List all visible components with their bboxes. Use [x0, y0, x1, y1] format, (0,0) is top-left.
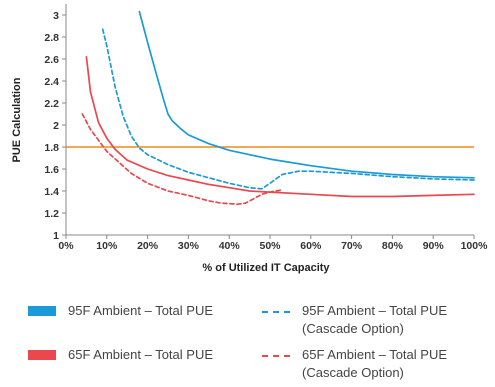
x-tick-label: 100%	[461, 240, 489, 252]
legend-swatch-95f-solid	[28, 306, 56, 316]
x-tick-label: 90%	[423, 240, 445, 252]
y-tick-label: 2	[53, 120, 59, 132]
y-tick-label: 2.8	[44, 32, 59, 44]
series-65f-cascade-line	[81, 113, 284, 206]
x-tick-label: 30%	[178, 240, 200, 252]
y-tick-label: 1.6	[44, 164, 59, 176]
legend-label-95f-total: 95F Ambient – Total PUE	[68, 303, 214, 318]
legend-label-65f-total: 65F Ambient – Total PUE	[68, 347, 214, 362]
legend-swatch-65f-dashed	[262, 355, 290, 357]
y-tick-label: 1.4	[44, 186, 59, 198]
legend-item-95f-cascade: 95F Ambient – Total PUE (Cascade Option)	[262, 302, 447, 338]
x-axis-title: % of Utilized IT Capacity	[202, 262, 330, 274]
x-tick-label: 50%	[259, 240, 281, 252]
legend-item-95f-total: 95F Ambient – Total PUE	[28, 302, 213, 320]
x-tick-label: 10%	[96, 240, 118, 252]
x-tick-label: 60%	[300, 240, 322, 252]
y-tick-label: 1	[53, 230, 59, 242]
legend-label-65f-cascade: 65F Ambient – Total PUE (Cascade Option)	[302, 347, 448, 380]
x-tick-label: 40%	[219, 240, 241, 252]
series-65f-total-line	[85, 55, 475, 198]
x-tick-label: 0%	[58, 240, 74, 252]
x-tick-label: 70%	[341, 240, 363, 252]
y-tick-label: 2.6	[44, 54, 59, 66]
y-tick-label: 2.2	[44, 98, 59, 110]
legend-label-95f-cascade: 95F Ambient – Total PUE (Cascade Option)	[302, 303, 448, 336]
chart-legend: 95F Ambient – Total PUE 95F Ambient – To…	[0, 296, 495, 387]
y-tick-label: 1.8	[44, 142, 59, 154]
legend-swatch-95f-dashed	[262, 311, 290, 313]
series-95f-total-line	[138, 10, 475, 179]
legend-item-65f-cascade: 65F Ambient – Total PUE (Cascade Option)	[262, 346, 447, 382]
legend-item-65f-total: 65F Ambient – Total PUE	[28, 346, 213, 364]
y-tick-label: 3	[53, 10, 59, 22]
x-tick-label: 20%	[137, 240, 159, 252]
pue-chart: 1 1.2 1.4 1.6 1.8 2 2.2 2.4 2.6 2.8 3 0% 10% 20% 30% 4…	[11, 4, 489, 274]
x-tick-label: 80%	[382, 240, 404, 252]
series-95f-cascade-line	[101, 28, 475, 190]
y-tick-label: 1.2	[44, 208, 59, 220]
legend-swatch-65f-solid	[28, 350, 56, 360]
y-tick-label: 2.4	[44, 76, 59, 88]
y-axis-title: PUE Calculation	[11, 77, 23, 162]
